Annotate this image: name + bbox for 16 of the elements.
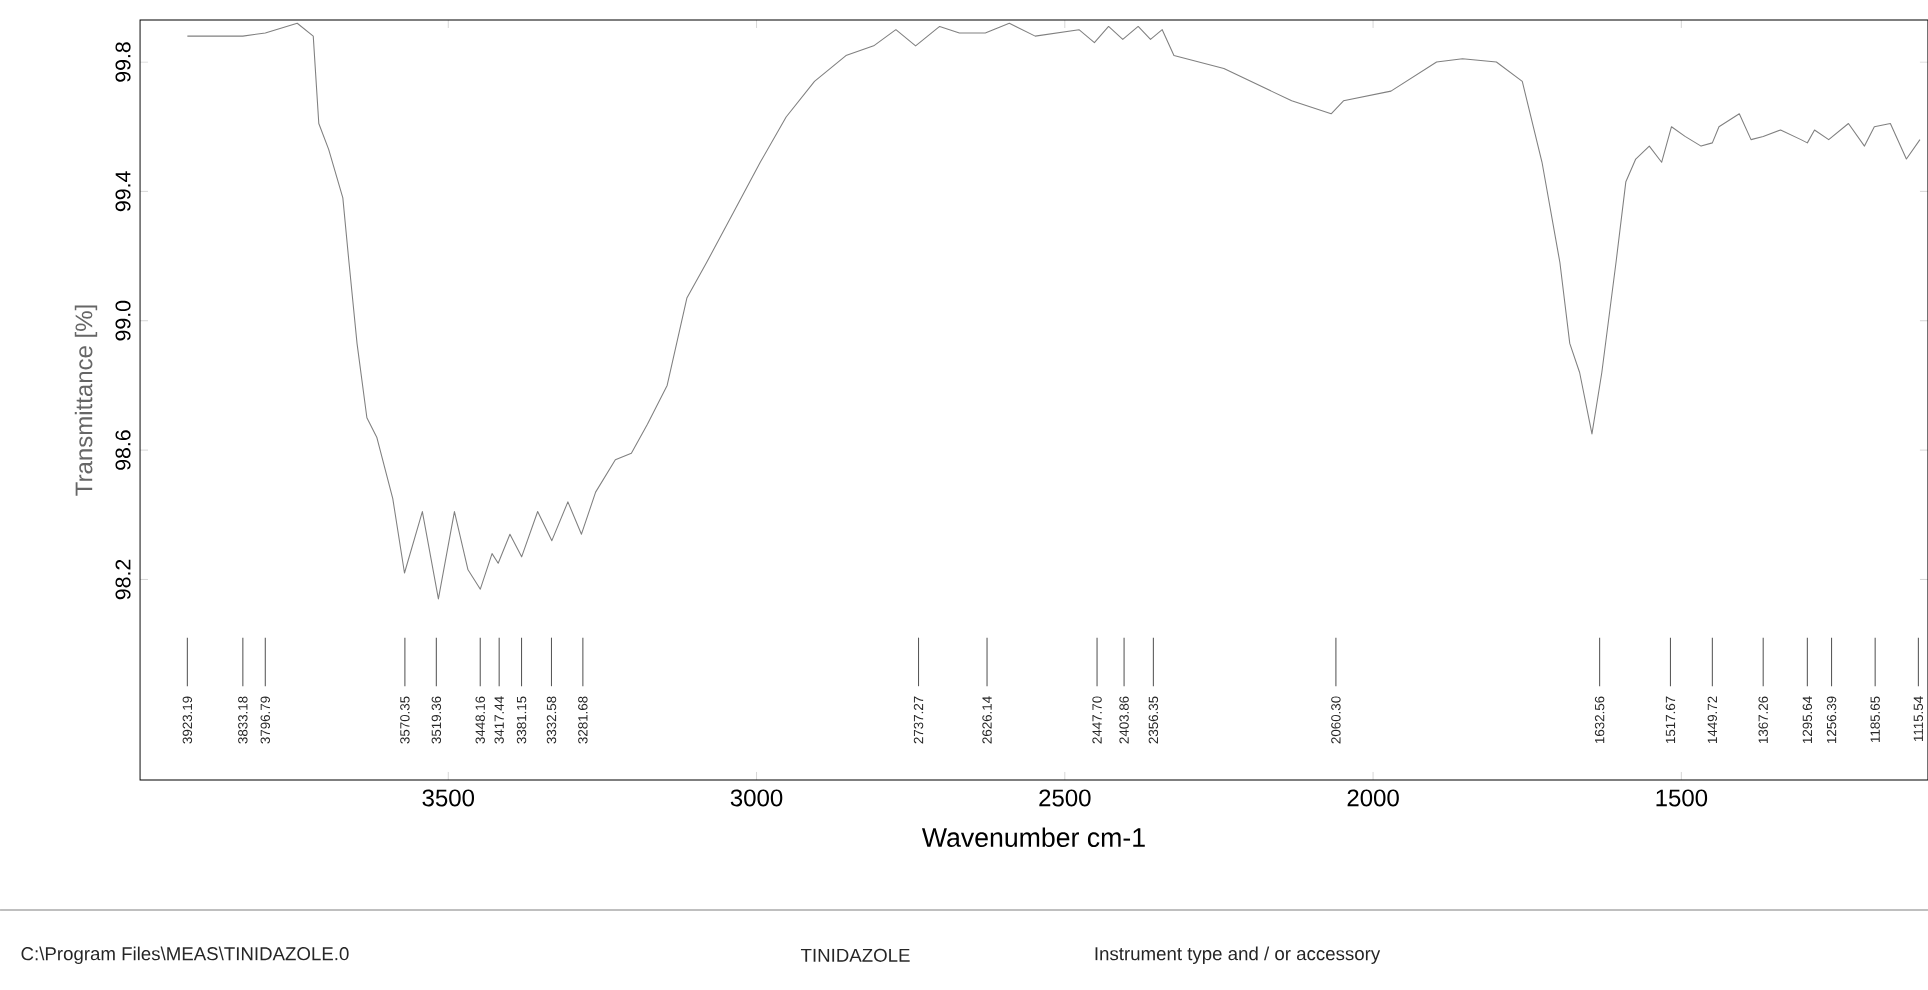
x-tick-label: 1500 [1656,789,1708,807]
y-tick-label: 98.6 [115,430,131,470]
x-tick-label: 2500 [1039,789,1091,807]
text: C:\Program Files\MEAS\TINIDAZOLE.0 [21,946,349,965]
x-tick-label: 3500 [422,789,475,807]
y-tick-label: 99.8 [115,42,131,82]
text: Instrument type and / or accessory [1095,946,1381,965]
x-tick-label: 3000 [730,789,783,807]
text: TINIDAZOLE [800,948,910,962]
line-series [186,22,1921,600]
y-tick-label: 99.0 [115,300,131,341]
x-axis-title: Wavenumber cm-1 [921,827,1145,847]
y-tick-label: 98.2 [115,559,131,600]
x-tick-label: 2000 [1347,789,1399,807]
y-axis-title: Transmittance [%] [74,305,98,496]
y-tick-label: 99.4 [115,171,131,212]
